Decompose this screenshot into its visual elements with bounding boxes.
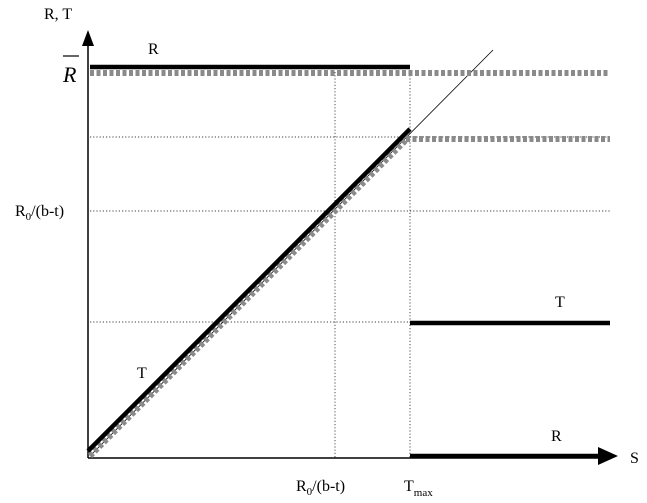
y-tick-r-bar-text: R [62,62,77,87]
x-tick-r0: R0/(b-t) [296,478,345,498]
x-axis-label: S [630,450,639,467]
solid-t-diagonal [86,127,412,453]
gridlines [90,72,610,458]
label-t-right: T [555,294,565,311]
label-t-diagonal: T [137,365,147,382]
y-axis-label: R, T [44,6,72,23]
y-axis-arrow [82,30,94,46]
axes [82,30,600,459]
solid-series [86,64,618,465]
y-tick-r0: R0/(b-t) [15,203,64,223]
label-r-bottom: R [551,428,562,445]
dotted-series [87,70,610,459]
x-axis-arrow [598,447,618,465]
dotted-t-diagonal [87,137,409,459]
label-r-top: R [148,41,159,58]
y-tick-r-bar: R [62,55,79,87]
x-tick-tmax: Tmax [404,478,433,499]
